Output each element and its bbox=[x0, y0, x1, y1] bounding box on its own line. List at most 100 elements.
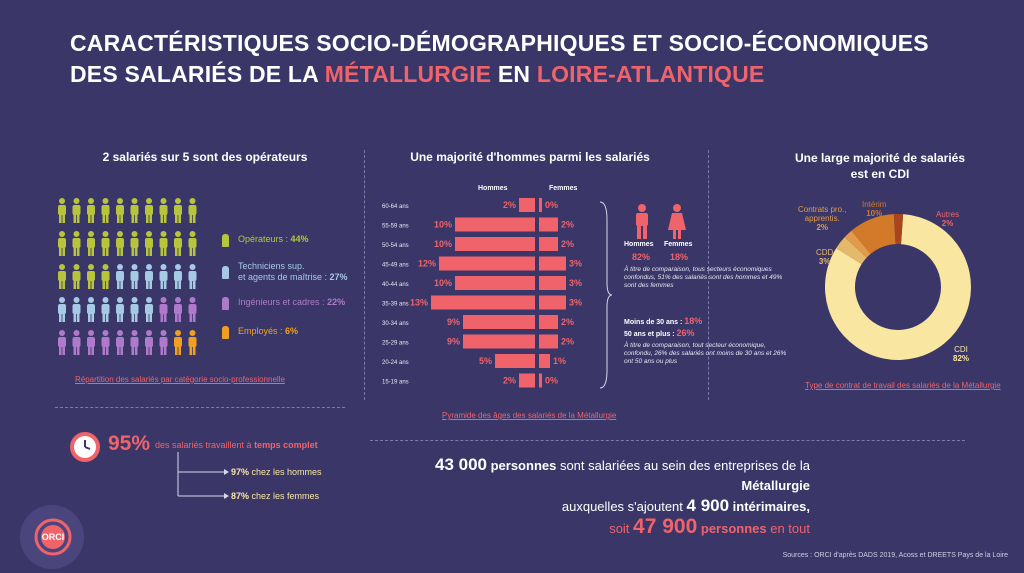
cdi-label: CDI bbox=[954, 345, 968, 354]
moins30-label: Moins de 30 ans : bbox=[624, 319, 685, 326]
headcount-line1-b: sont salariées au sein des entreprises d… bbox=[556, 458, 810, 473]
bar-hommes-label: 10% bbox=[434, 239, 452, 249]
tree-connector bbox=[177, 452, 229, 499]
pyramid-hommes-header: Hommes bbox=[478, 185, 508, 192]
fulltime-prefix: des salariés travaillent à bbox=[155, 440, 255, 450]
person-icon bbox=[159, 231, 168, 256]
man-woman-icon bbox=[636, 204, 686, 239]
label-contrats-pro: Contrats pro., apprentis. 2% bbox=[798, 205, 846, 232]
fulltime-bold: temps complet bbox=[254, 440, 318, 450]
person-icon bbox=[87, 264, 95, 289]
bar-hommes bbox=[495, 354, 535, 368]
person-icon bbox=[72, 330, 81, 355]
legend-employes: Employés : 6% bbox=[222, 326, 362, 339]
age-tick-label: 50-54 ans bbox=[382, 243, 409, 249]
person-icon bbox=[101, 264, 110, 289]
bar-femmes bbox=[539, 334, 558, 349]
slice-interim bbox=[851, 214, 896, 254]
person-icon bbox=[116, 264, 124, 289]
person-icon bbox=[101, 297, 110, 322]
orci-logo-text: ORCI bbox=[41, 532, 65, 542]
headcount-line-2: auxquelles s'ajoutent 4 900 intérimaires… bbox=[380, 496, 810, 517]
age-tick-label: 40-44 ans bbox=[382, 282, 409, 288]
bar-hommes bbox=[519, 198, 535, 212]
fulltime-text: des salariés travaillent à temps complet bbox=[155, 440, 318, 450]
bar-femmes bbox=[539, 315, 558, 329]
person-icon bbox=[72, 231, 81, 256]
age-tick-label: 35-39 ans bbox=[382, 302, 409, 308]
brace-icon bbox=[599, 201, 613, 389]
bar-hommes-label: 10% bbox=[434, 220, 452, 230]
headcount-line3-b: personnes bbox=[697, 521, 767, 536]
person-icon bbox=[174, 231, 182, 256]
bar-femmes-label: 3% bbox=[569, 278, 582, 288]
age-tick-label: 30-34 ans bbox=[382, 321, 409, 327]
person-icon bbox=[130, 264, 139, 289]
sources: Sources : ORCI d'après DADS 2019, Acoss … bbox=[782, 552, 1008, 559]
person-icon bbox=[145, 198, 153, 223]
fulltime-femmes-label: chez les femmes bbox=[249, 491, 320, 501]
person-icon bbox=[222, 266, 229, 279]
legend-operateurs: Opérateurs : 44% bbox=[222, 234, 362, 247]
person-icon bbox=[58, 231, 66, 256]
person-icon bbox=[188, 231, 197, 256]
slice-contrats-pro bbox=[844, 230, 871, 258]
fulltime-pct: 95% bbox=[108, 432, 151, 455]
person-icon bbox=[130, 330, 139, 355]
person-icon bbox=[130, 198, 139, 223]
gender-icons bbox=[624, 203, 704, 246]
legend-operateurs-value: 44% bbox=[290, 234, 309, 244]
section1-legend: Opérateurs : 44% Techniciens sup. et agen… bbox=[222, 234, 362, 339]
separator-2 bbox=[708, 150, 709, 400]
legend-operateurs-label: Opérateurs : bbox=[238, 234, 291, 244]
section3-caption[interactable]: Type de contrat de travail des salariés … bbox=[805, 381, 1001, 390]
person-icon bbox=[188, 264, 197, 289]
section1-caption[interactable]: Répartition des salariés par catégorie s… bbox=[75, 375, 285, 384]
interim-value: 10% bbox=[866, 209, 883, 218]
person-icon bbox=[58, 264, 66, 289]
cdd-label: CDD bbox=[816, 248, 834, 257]
person-icon bbox=[145, 297, 153, 322]
fulltime-femmes-value: 87% bbox=[231, 491, 250, 501]
section2-caption[interactable]: Pyramide des âges des salariés de la Mét… bbox=[442, 411, 617, 420]
section2-title: Une majorité d'hommes parmi les salariés bbox=[410, 150, 650, 164]
autres-label: Autres bbox=[936, 210, 960, 219]
moins30-value: 18% bbox=[684, 316, 703, 326]
contrats-pro-line1: Contrats pro., bbox=[798, 205, 847, 214]
bar-hommes bbox=[455, 276, 535, 290]
right-hommes-label: Hommes bbox=[624, 241, 654, 248]
person-icon bbox=[72, 264, 81, 289]
legend-techniciens-line1: Techniciens sup. bbox=[238, 261, 305, 271]
age-tick-label: 45-49 ans bbox=[382, 263, 409, 269]
age-pyramid-chart: 60-64 ans 2% 0%55-59 ans 10% 2%50-54 ans 10% 2… bbox=[382, 198, 582, 388]
person-icon bbox=[87, 198, 95, 223]
plus50-label: 50 ans et plus : bbox=[624, 331, 677, 338]
headcount-line1-a: personnes bbox=[486, 458, 557, 473]
person-icon bbox=[222, 234, 229, 247]
person-icon bbox=[58, 297, 66, 322]
separator-3 bbox=[55, 407, 345, 408]
bar-hommes bbox=[455, 237, 535, 251]
bar-femmes bbox=[539, 217, 558, 232]
bar-femmes bbox=[539, 237, 558, 251]
slice-autres bbox=[893, 214, 904, 245]
bar-hommes bbox=[455, 217, 535, 232]
headcount-line-1: 43 000 personnes sont salariées au sein … bbox=[380, 455, 810, 496]
bar-femmes-label: 2% bbox=[561, 220, 574, 230]
cdd-value: 3% bbox=[818, 257, 831, 266]
person-icon bbox=[116, 231, 124, 256]
label-cdi: CDI 82% bbox=[953, 345, 969, 363]
bar-hommes bbox=[463, 334, 535, 349]
headcount-num1: 43 000 bbox=[434, 455, 487, 474]
bar-femmes-label: 3% bbox=[569, 259, 582, 269]
person-icon bbox=[130, 297, 139, 322]
clock-icon bbox=[70, 432, 100, 462]
person-icon bbox=[145, 330, 153, 355]
title-line-1: CARACTÉRISTIQUES SOCIO-DÉMOGRAPHIQUES ET… bbox=[70, 30, 929, 56]
label-interim: Intérim 10% bbox=[862, 200, 886, 218]
bar-femmes bbox=[539, 295, 566, 310]
bar-femmes bbox=[539, 354, 550, 368]
age-tick-label: 25-29 ans bbox=[382, 341, 409, 347]
headcount-line2-a: auxquelles s'ajoutent bbox=[561, 499, 687, 514]
bar-femmes-label: 2% bbox=[561, 317, 574, 327]
